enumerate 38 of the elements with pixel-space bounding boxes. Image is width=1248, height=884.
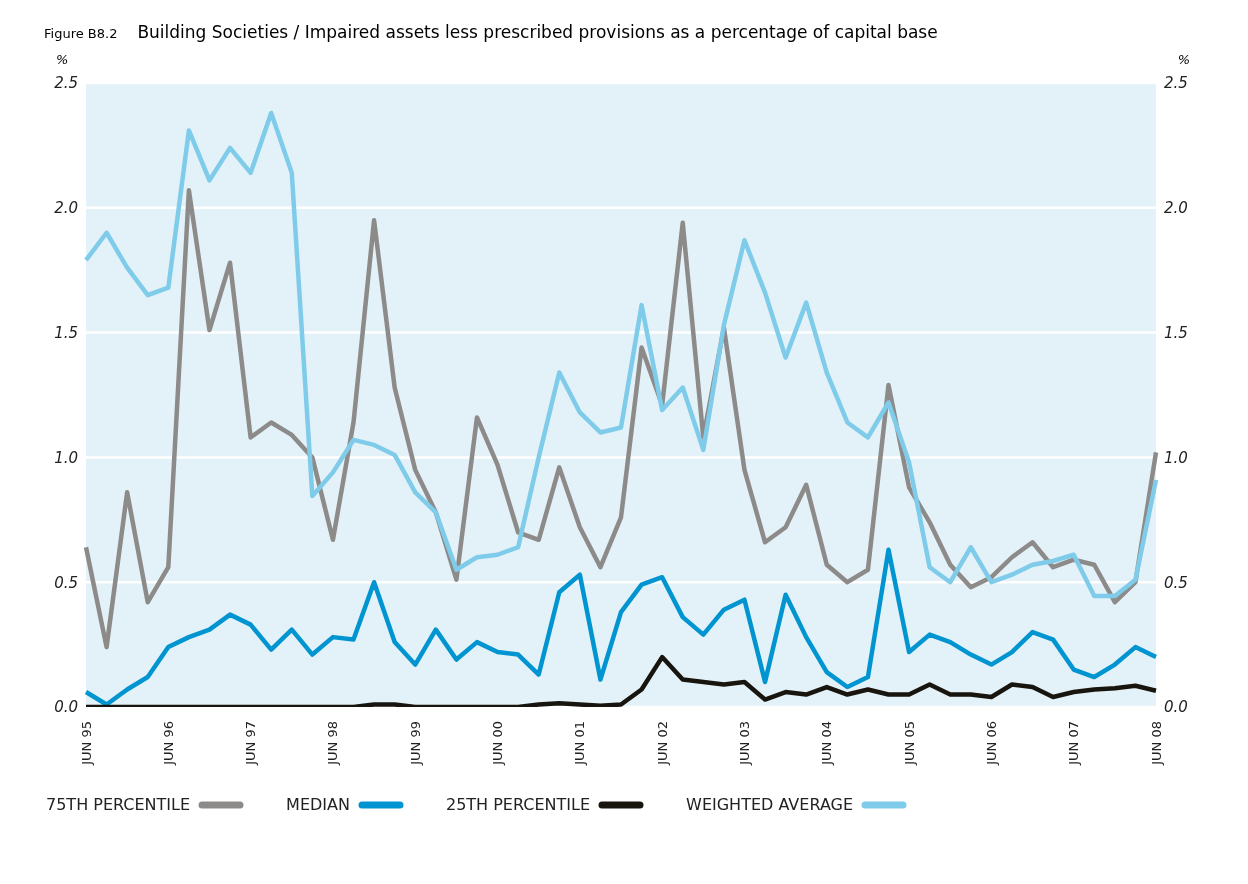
- y-tick-label: 2.5: [54, 74, 78, 93]
- y-axis-title: %: [56, 52, 69, 67]
- x-tick-label: JUN 95: [78, 721, 94, 766]
- line-series: [83, 547, 1159, 707]
- y-tick-label: 1.5: [54, 323, 78, 342]
- x-tick-label: JUN 97: [243, 721, 259, 766]
- x-tick-label: JUN 00: [490, 721, 506, 766]
- x-tick-label: JUN 03: [736, 721, 752, 766]
- caption: Figure B8.2: [44, 26, 118, 41]
- line-series: [83, 654, 1159, 707]
- x-tick-label: JUN 96: [160, 721, 176, 766]
- y-tick-label: 0.0: [54, 698, 78, 717]
- x-tick-label: JUN 07: [1066, 721, 1082, 766]
- y2-tick-label: 1.0: [1164, 448, 1188, 467]
- legend-label: MEDIAN: [286, 795, 350, 814]
- y-tick-label: 2.0: [54, 199, 78, 218]
- x-tick-label: JUN 98: [325, 721, 341, 766]
- legend-label: 75TH PERCENTILE: [46, 795, 191, 814]
- y2-tick-label: 2.0: [1164, 199, 1188, 218]
- y2-tick-label: 2.5: [1164, 74, 1188, 93]
- legend-label: WEIGHTED AVERAGE: [686, 795, 854, 814]
- x-tick-label: JUN 99: [407, 721, 423, 766]
- x-tick-label: JUN 04: [819, 721, 835, 766]
- x-tick-label: JUN 05: [901, 721, 917, 766]
- y2-tick-label: 0.5: [1164, 573, 1188, 592]
- line-series: [83, 110, 1159, 599]
- y2-tick-label: 1.5: [1164, 323, 1188, 342]
- y2-axis-title: %: [1177, 52, 1190, 67]
- y-tick-label: 0.5: [54, 573, 78, 592]
- x-tick-label: JUN 08: [1148, 721, 1164, 766]
- y2-tick-label: 0.0: [1164, 698, 1188, 717]
- line-series: [83, 188, 1159, 650]
- x-tick-label: JUN 06: [983, 721, 999, 766]
- x-tick-label: JUN 02: [654, 721, 670, 766]
- x-tick-label: JUN 01: [572, 721, 588, 766]
- legend-label: 25TH PERCENTILE: [445, 795, 591, 814]
- y-tick-label: 1.0: [54, 448, 78, 467]
- chart-title: Building Societies / Impaired assets less prescribed provisions as a percentage of capital base: [137, 22, 938, 42]
